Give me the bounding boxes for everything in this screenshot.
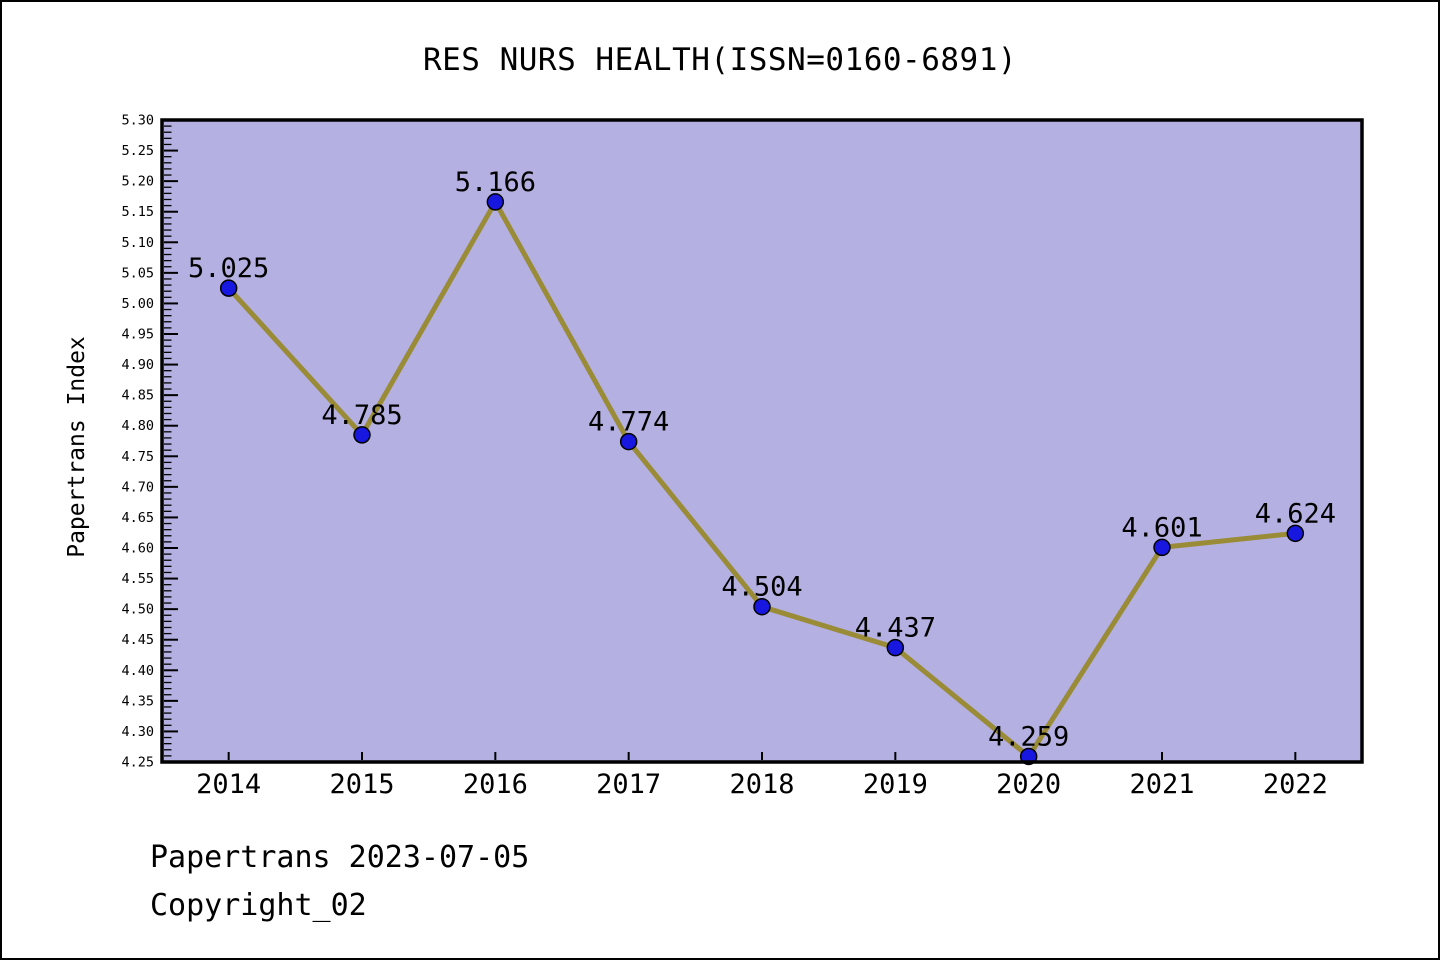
data-point-label-2014: 5.025: [188, 253, 269, 284]
y-axis-tick-label: 5.30: [121, 113, 154, 129]
plot-background: [162, 120, 1362, 762]
x-axis-tick-label: 2014: [196, 769, 261, 800]
data-point-2017: [619, 432, 638, 451]
y-axis-tick-label: 4.80: [121, 418, 154, 434]
y-axis-tick-label: 4.95: [121, 327, 154, 343]
data-point-label-2020: 4.259: [988, 721, 1069, 752]
y-axis-tick-label: 4.25: [121, 755, 154, 771]
y-axis-tick-label: 4.30: [121, 724, 154, 740]
y-axis-tick-label: 5.15: [121, 204, 154, 220]
data-point-label-2017: 4.774: [588, 407, 669, 438]
y-axis-tick-label: 5.20: [121, 174, 154, 190]
x-axis-tick-label: 2016: [463, 769, 528, 800]
data-point-2014: [219, 279, 238, 297]
data-point-label-2015: 4.785: [321, 400, 402, 431]
y-axis-tick-label: 5.25: [121, 143, 154, 159]
y-axis-tick-label: 4.70: [121, 479, 154, 495]
footer-source-date: Papertrans 2023-07-05: [150, 840, 530, 875]
y-axis-tick-label: 4.40: [121, 663, 154, 679]
x-axis-tick-label: 2019: [863, 769, 928, 800]
y-axis-tick-label: 5.10: [121, 235, 154, 251]
x-axis-tick-label: 2020: [996, 769, 1061, 800]
data-point-label-2019: 4.437: [855, 613, 936, 644]
chart-title: RES NURS HEALTH(ISSN=0160-6891): [422, 42, 1018, 78]
plot-border: [160, 118, 1364, 764]
y-axis-tick-label: 4.60: [121, 541, 154, 557]
y-axis-tick-label: 5.05: [121, 265, 154, 281]
x-axis-tick-label: 2017: [596, 769, 661, 800]
footer-copyright: Copyright_02: [150, 888, 367, 923]
data-point-2019: [886, 638, 905, 657]
y-axis-tick-label: 4.85: [121, 388, 154, 404]
data-point-label-2016: 5.166: [455, 167, 536, 198]
y-axis-tick-label: 4.90: [121, 357, 154, 373]
x-axis-tick-label: 2021: [1129, 769, 1194, 800]
data-point-label-2021: 4.601: [1121, 512, 1202, 543]
data-point-label-2022: 4.624: [1255, 498, 1336, 529]
y-axis-tick-label: 4.50: [121, 602, 154, 618]
x-axis-tick-label: 2018: [729, 769, 794, 800]
data-point-2016: [486, 193, 505, 211]
data-point-label-2018: 4.504: [721, 572, 802, 603]
data-point-2022: [1286, 524, 1305, 543]
data-point-2015: [353, 426, 371, 444]
data-point-2021: [1153, 538, 1171, 557]
y-axis-tick-label: 4.65: [121, 510, 154, 526]
y-axis-tick-label: 4.75: [121, 449, 154, 465]
y-axis-tick-label: 4.35: [121, 693, 154, 709]
y-axis-tick-label: 4.55: [121, 571, 154, 587]
x-axis-tick-label: 2022: [1263, 769, 1328, 800]
x-axis-tick-label: 2015: [329, 769, 394, 800]
data-point-2018: [753, 597, 771, 616]
y-axis-tick-label: 4.45: [121, 632, 154, 648]
y-axis-tick-label: 5.00: [121, 296, 154, 312]
